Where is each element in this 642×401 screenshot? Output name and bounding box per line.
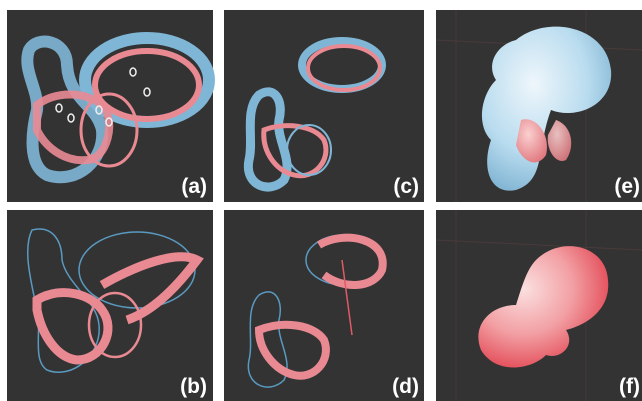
panel-c: (c)	[224, 10, 424, 202]
figure: (a) (c) (e) (b) (d) (f)	[0, 0, 642, 401]
panel-label: (f)	[619, 375, 640, 398]
panel-label: (a)	[181, 175, 207, 198]
panel-a: (a)	[7, 10, 213, 202]
panel-label: (b)	[180, 375, 207, 398]
panel-label: (c)	[393, 175, 419, 198]
panel-f: (f)	[436, 210, 642, 401]
panel-label: (e)	[614, 175, 640, 198]
panel-label: (d)	[392, 375, 419, 398]
panel-d: (d)	[224, 210, 424, 401]
panel-b: (b)	[7, 210, 213, 401]
panel-e: (e)	[436, 10, 642, 202]
